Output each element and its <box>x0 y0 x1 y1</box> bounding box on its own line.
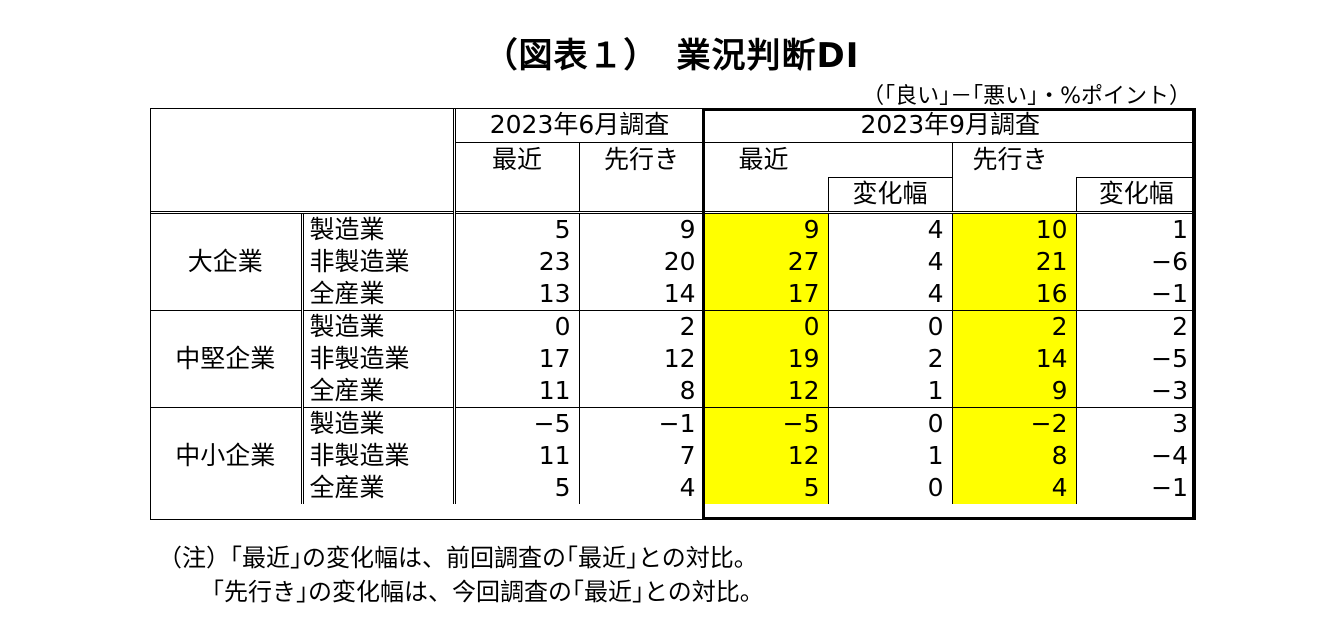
cell-jun-forecast: 12 <box>578 343 704 375</box>
sector-label: 非製造業 <box>300 343 454 375</box>
cell-sep-forecast-change: −3 <box>1075 375 1196 408</box>
cell-jun-forecast: 7 <box>578 440 704 472</box>
cell-jun-forecast: 9 <box>578 211 704 246</box>
table-row: 中堅企業 製造業 0 2 0 0 2 2 <box>150 310 1196 408</box>
cell-sep-recent: −5 <box>703 407 828 440</box>
cell-sep-forecast: 4 <box>951 472 1076 504</box>
group-label: 大企業 <box>150 211 302 311</box>
header-recent-change: 変化幅 <box>827 176 952 213</box>
cell-sep-forecast: 9 <box>951 375 1076 408</box>
header-blank <box>951 177 1076 213</box>
note-line-1: （注）｢最近｣の変化幅は、前回調査の｢最近｣との対比。 <box>158 544 758 572</box>
cell-jun-recent: −5 <box>452 407 579 440</box>
cell-sep-recent-change: 0 <box>827 407 952 440</box>
table-row: 非製造業 23 20 27 4 21 −6 <box>150 246 1196 278</box>
cell-jun-recent: 23 <box>452 246 579 278</box>
cell-sep-recent: 12 <box>703 375 828 408</box>
cell-sep-recent: 5 <box>703 472 828 504</box>
group-label: 中小企業 <box>150 407 302 504</box>
cell-sep-recent: 17 <box>703 278 828 311</box>
cell-sep-forecast-change: −4 <box>1075 440 1196 472</box>
header-row-type: 最近 先行き 最近 先行き <box>150 142 1196 177</box>
cell-sep-recent: 0 <box>703 310 828 343</box>
table-row: 全産業 11 8 12 1 9 −3 <box>150 375 1196 408</box>
cell-sep-recent-change: 0 <box>827 472 952 504</box>
cell-jun-forecast: 4 <box>578 472 704 504</box>
cell-jun-recent: 11 <box>452 375 579 408</box>
sector-label: 非製造業 <box>300 246 454 278</box>
cell-jun-forecast: 14 <box>578 278 704 311</box>
group-label: 中堅企業 <box>150 310 302 408</box>
sector-label: 非製造業 <box>300 440 454 472</box>
sector-label: 製造業 <box>300 407 454 440</box>
cell-jun-recent: 13 <box>452 278 579 311</box>
cell-sep-recent-change: 4 <box>827 246 952 278</box>
cell-jun-recent: 0 <box>452 310 579 343</box>
cell-sep-recent-change: 1 <box>827 375 952 408</box>
page-title: （図表１） 業況判断DI <box>483 36 860 76</box>
cell-sep-forecast-change: 3 <box>1075 407 1196 440</box>
sector-label: 全産業 <box>300 278 454 311</box>
sector-label: 全産業 <box>300 472 454 504</box>
cell-sep-recent-change: 1 <box>827 440 952 472</box>
header-sept-forecast: 先行き <box>951 142 1196 177</box>
header-blank <box>452 177 579 213</box>
cell-sep-recent-change: 2 <box>827 343 952 375</box>
table-row: 全産業 5 4 5 0 4 −1 <box>150 472 1196 504</box>
cell-jun-forecast: 20 <box>578 246 704 278</box>
cell-sep-forecast-change: 1 <box>1075 211 1196 246</box>
table-row: 非製造業 17 12 19 2 14 −5 <box>150 343 1196 375</box>
header-june-forecast: 先行き <box>578 142 704 177</box>
table-row: 全産業 13 14 17 4 16 −1 <box>150 278 1196 311</box>
header-forecast-change: 変化幅 <box>1075 176 1196 213</box>
cell-jun-recent: 17 <box>452 343 579 375</box>
table-row: 中小企業 製造業 −5 −1 −5 0 −2 3 <box>150 407 1196 504</box>
cell-jun-forecast: 8 <box>578 375 704 408</box>
cell-sep-forecast-change: −5 <box>1075 343 1196 375</box>
header-row-survey: 2023年6月調査 2023年9月調査 <box>150 108 1196 213</box>
header-blank <box>703 177 828 213</box>
cell-sep-recent: 12 <box>703 440 828 472</box>
cell-jun-forecast: −1 <box>578 407 704 440</box>
cell-sep-recent-change: 4 <box>827 211 952 246</box>
cell-jun-recent: 11 <box>452 440 579 472</box>
di-table: 2023年6月調査 2023年9月調査 最近 先行き 最近 先行き 変化幅 変化… <box>150 108 1196 504</box>
table-row: 大企業 製造業 5 9 9 4 10 1 <box>150 211 1196 311</box>
cell-sep-forecast-change: −6 <box>1075 246 1196 278</box>
cell-sep-forecast-change: −1 <box>1075 278 1196 311</box>
sector-label: 全産業 <box>300 375 454 408</box>
cell-sep-forecast: 16 <box>951 278 1076 311</box>
header-corner <box>150 108 454 213</box>
cell-sep-forecast: −2 <box>951 407 1076 440</box>
cell-jun-forecast: 2 <box>578 310 704 343</box>
header-row-change: 変化幅 変化幅 <box>150 176 1196 213</box>
cell-sep-forecast: 8 <box>951 440 1076 472</box>
header-blank <box>578 177 704 213</box>
header-june-recent: 最近 <box>452 142 579 177</box>
cell-sep-recent: 19 <box>703 343 828 375</box>
header-sept: 2023年9月調査 <box>703 108 1196 143</box>
cell-sep-recent-change: 4 <box>827 278 952 311</box>
cell-sep-forecast: 2 <box>951 310 1076 343</box>
cell-jun-recent: 5 <box>452 211 579 246</box>
cell-sep-forecast-change: 2 <box>1075 310 1196 343</box>
table-row: 非製造業 11 7 12 1 8 −4 <box>150 440 1196 472</box>
unit-note: （｢良い｣－｢悪い｣・%ポイント） <box>862 84 1191 109</box>
note-line-2: ｢先行き｣の変化幅は、今回調査の｢最近｣との対比。 <box>212 578 764 606</box>
header-sept-recent: 最近 <box>703 142 952 177</box>
sector-label: 製造業 <box>300 310 454 343</box>
cell-sep-recent: 9 <box>703 211 828 246</box>
cell-sep-recent-change: 0 <box>827 310 952 343</box>
cell-sep-forecast-change: −1 <box>1075 472 1196 504</box>
cell-sep-recent: 27 <box>703 246 828 278</box>
cell-jun-recent: 5 <box>452 472 579 504</box>
cell-sep-forecast: 14 <box>951 343 1076 375</box>
cell-sep-forecast: 21 <box>951 246 1076 278</box>
sector-label: 製造業 <box>300 211 454 246</box>
cell-sep-forecast: 10 <box>951 211 1076 246</box>
header-june: 2023年6月調査 <box>452 108 704 143</box>
